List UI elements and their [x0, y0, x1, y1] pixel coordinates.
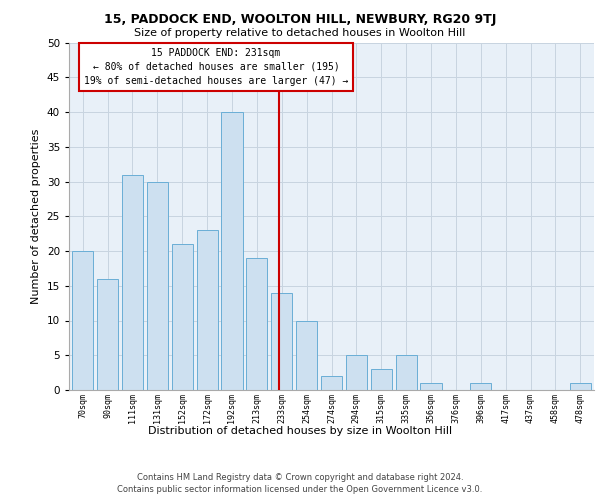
- Bar: [470, 383, 491, 390]
- Bar: [395, 355, 417, 390]
- Bar: [246, 258, 268, 390]
- Text: 15 PADDOCK END: 231sqm
← 80% of detached houses are smaller (195)
19% of semi-de: 15 PADDOCK END: 231sqm ← 80% of detached…: [84, 48, 348, 86]
- Bar: [72, 251, 93, 390]
- Text: Size of property relative to detached houses in Woolton Hill: Size of property relative to detached ho…: [134, 28, 466, 38]
- Bar: [321, 376, 342, 390]
- Bar: [570, 383, 591, 390]
- Text: 15, PADDOCK END, WOOLTON HILL, NEWBURY, RG20 9TJ: 15, PADDOCK END, WOOLTON HILL, NEWBURY, …: [104, 12, 496, 26]
- Y-axis label: Number of detached properties: Number of detached properties: [31, 128, 41, 304]
- Bar: [97, 279, 118, 390]
- Bar: [197, 230, 218, 390]
- Bar: [271, 292, 292, 390]
- Bar: [346, 355, 367, 390]
- Text: Contains HM Land Registry data © Crown copyright and database right 2024.: Contains HM Land Registry data © Crown c…: [137, 472, 463, 482]
- Bar: [172, 244, 193, 390]
- Bar: [147, 182, 168, 390]
- Bar: [421, 383, 442, 390]
- Bar: [221, 112, 242, 390]
- Bar: [122, 174, 143, 390]
- Bar: [296, 320, 317, 390]
- Text: Distribution of detached houses by size in Woolton Hill: Distribution of detached houses by size …: [148, 426, 452, 436]
- Text: Contains public sector information licensed under the Open Government Licence v3: Contains public sector information licen…: [118, 485, 482, 494]
- Bar: [371, 369, 392, 390]
